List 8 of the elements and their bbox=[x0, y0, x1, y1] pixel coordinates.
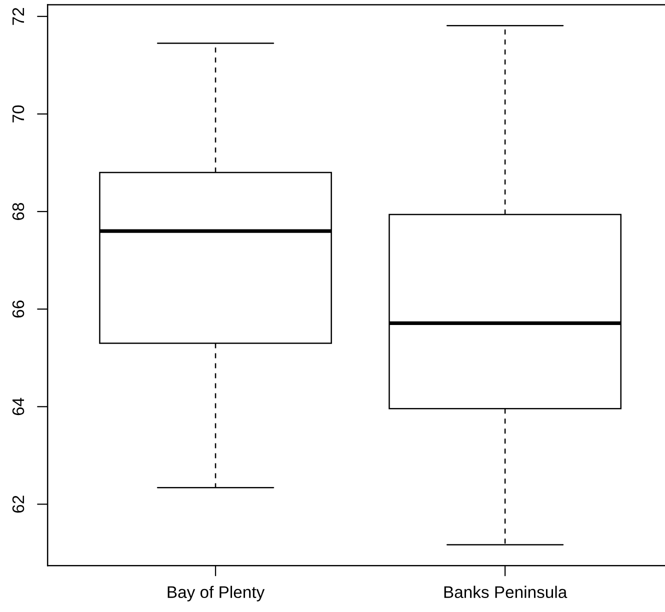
x-tick-label: Bay of Plenty bbox=[168, 586, 265, 602]
y-tick-label: 62 bbox=[12, 496, 24, 513]
y-tick-label: 64 bbox=[12, 398, 24, 416]
y-tick-label: 70 bbox=[12, 105, 24, 122]
y-tick-label: 66 bbox=[12, 300, 24, 318]
x-tick-label: Banks Peninsula bbox=[444, 586, 568, 598]
y-tick-label: 72 bbox=[12, 8, 24, 25]
y-tick-label: 68 bbox=[12, 202, 24, 220]
